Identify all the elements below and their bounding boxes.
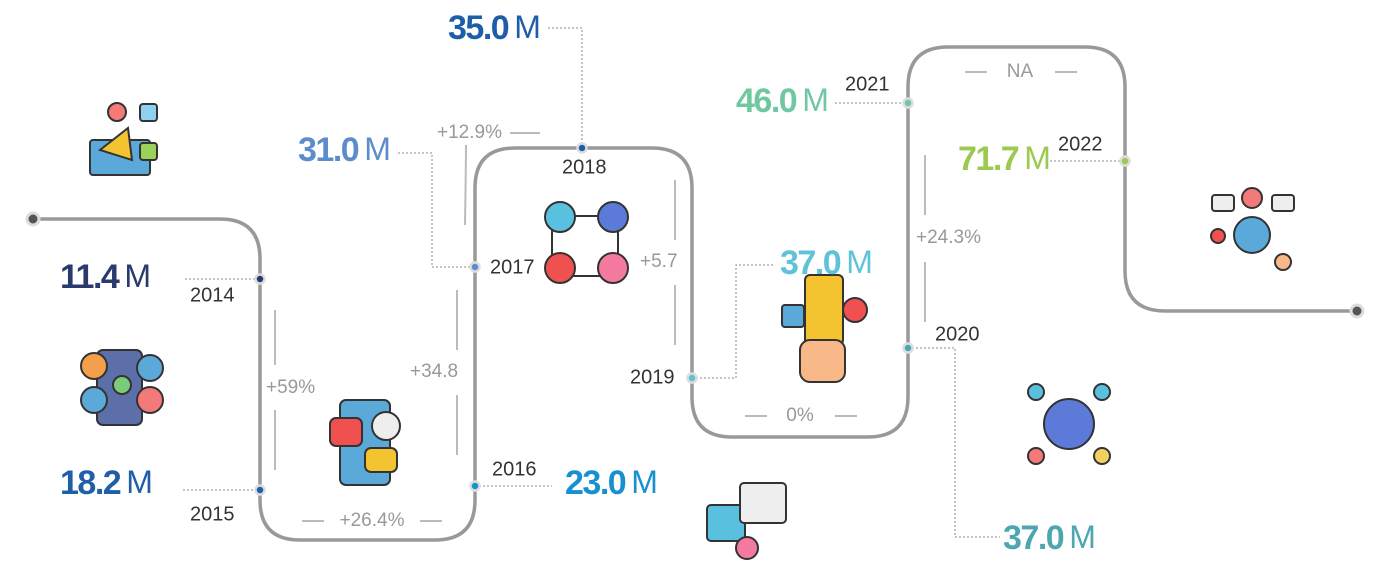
connector [908, 347, 1000, 538]
icon-social-hub [544, 201, 629, 284]
icon-megaphone-laptop [89, 102, 158, 176]
year-label: 2017 [490, 256, 535, 278]
growth-label: 0% [786, 405, 814, 426]
year-label: 2020 [935, 323, 980, 345]
value-label: 18.2 M [60, 464, 153, 502]
year-label: 2018 [562, 156, 607, 178]
end-dot [1349, 303, 1365, 319]
value-number: 37.0 [780, 244, 841, 282]
year-label: 2019 [630, 366, 675, 388]
year-label: 2016 [492, 458, 537, 480]
growth-label: +34.8 [410, 361, 458, 382]
value-number: 11.4 [60, 258, 120, 296]
start-dot [25, 211, 41, 227]
year-node [469, 480, 481, 492]
value-label: 37.0 M [1003, 519, 1096, 557]
value-label: 35.0 M [448, 9, 541, 47]
year-label: 2014 [190, 284, 235, 306]
value-unit: M [631, 464, 658, 500]
connector [548, 27, 583, 148]
value-number: 46.0 [736, 82, 797, 120]
growth-label: +24.3% [916, 227, 981, 248]
value-label: 11.4 M [60, 258, 151, 296]
year-node [902, 342, 914, 354]
icon-globe-media [1210, 187, 1295, 271]
year-node [686, 372, 698, 384]
year-node [1119, 155, 1131, 167]
growth-label: +12.9% [437, 122, 502, 143]
value-number: 35.0 [448, 9, 509, 47]
value-label: 46.0 M [736, 82, 829, 120]
value-number: 31.0 [298, 131, 359, 169]
growth-guide [464, 144, 467, 226]
icon-phone-social [80, 349, 164, 426]
value-label: 71.7 M [958, 140, 1051, 178]
value-unit: M [802, 82, 829, 118]
value-unit: M [514, 9, 541, 45]
year-label: 2022 [1058, 133, 1103, 155]
value-number: 18.2 [60, 464, 121, 502]
year-node [902, 97, 914, 109]
timeline-path [33, 45, 1357, 542]
value-unit: M [364, 131, 391, 167]
value-unit: M [846, 244, 873, 280]
growth-label: NA [1007, 61, 1034, 82]
value-number: 71.7 [958, 140, 1019, 178]
icon-hand-phone [781, 274, 868, 383]
icon-megaphone-network [1027, 383, 1111, 465]
value-number: 23.0 [565, 464, 626, 502]
growth-label: +5.7 [640, 251, 678, 272]
year-label: 2021 [845, 73, 890, 95]
year-node [254, 273, 266, 285]
growth-label: +59% [266, 377, 315, 398]
icon-hashtag-chat [706, 482, 787, 560]
year-node [576, 142, 588, 154]
value-label: 37.0 M [780, 244, 873, 282]
value-unit: M [1069, 519, 1096, 555]
value-unit: M [124, 258, 151, 294]
growth-label: +26.4% [340, 510, 405, 531]
icon-phone-likes [329, 399, 401, 486]
connector [692, 264, 775, 379]
year-node [254, 484, 266, 496]
value-unit: M [126, 464, 153, 500]
value-label: 23.0 M [565, 464, 658, 502]
year-label: 2015 [190, 503, 235, 525]
value-number: 37.0 [1003, 519, 1064, 557]
year-node [469, 261, 481, 273]
value-unit: M [1024, 140, 1051, 176]
connector [398, 152, 475, 268]
value-label: 31.0 M [298, 131, 391, 169]
